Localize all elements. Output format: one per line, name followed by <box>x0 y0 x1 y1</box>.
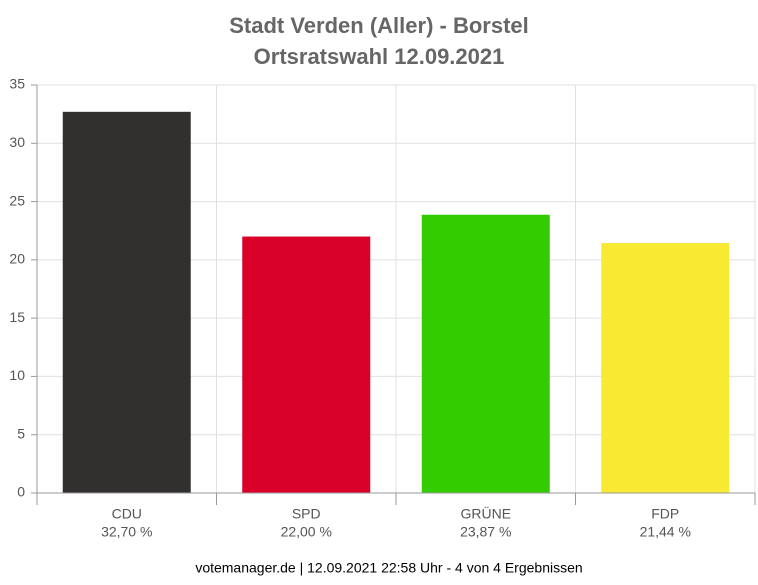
y-tick-label: 25 <box>9 192 25 208</box>
y-tick-label: 10 <box>9 367 25 383</box>
y-tick-label: 5 <box>17 425 25 441</box>
x-tick-label: GRÜNE <box>460 505 511 522</box>
footer: votemanager.de | 12.09.2021 22:58 Uhr - … <box>195 560 582 576</box>
y-tick-label: 0 <box>17 484 25 500</box>
bar <box>601 243 730 493</box>
chart-subtitle: Ortsratswahl 12.09.2021 <box>254 44 505 69</box>
y-tick-label: 30 <box>9 134 25 150</box>
x-tick-label: FDP <box>651 506 679 522</box>
value-label: 21,44 % <box>640 524 691 540</box>
y-tick-label: 35 <box>9 76 25 92</box>
bar <box>62 111 191 493</box>
x-tick-label: CDU <box>112 506 142 522</box>
bar <box>421 214 550 493</box>
bar <box>242 236 371 494</box>
chart-title: Stadt Verden (Aller) - Borstel <box>229 13 529 38</box>
y-tick-label: 20 <box>9 251 25 267</box>
value-label: 23,87 % <box>460 524 511 540</box>
x-tick-label: SPD <box>292 506 321 522</box>
y-tick-label: 15 <box>9 309 25 325</box>
value-label: 32,70 % <box>101 524 152 540</box>
value-label: 22,00 % <box>281 524 332 540</box>
